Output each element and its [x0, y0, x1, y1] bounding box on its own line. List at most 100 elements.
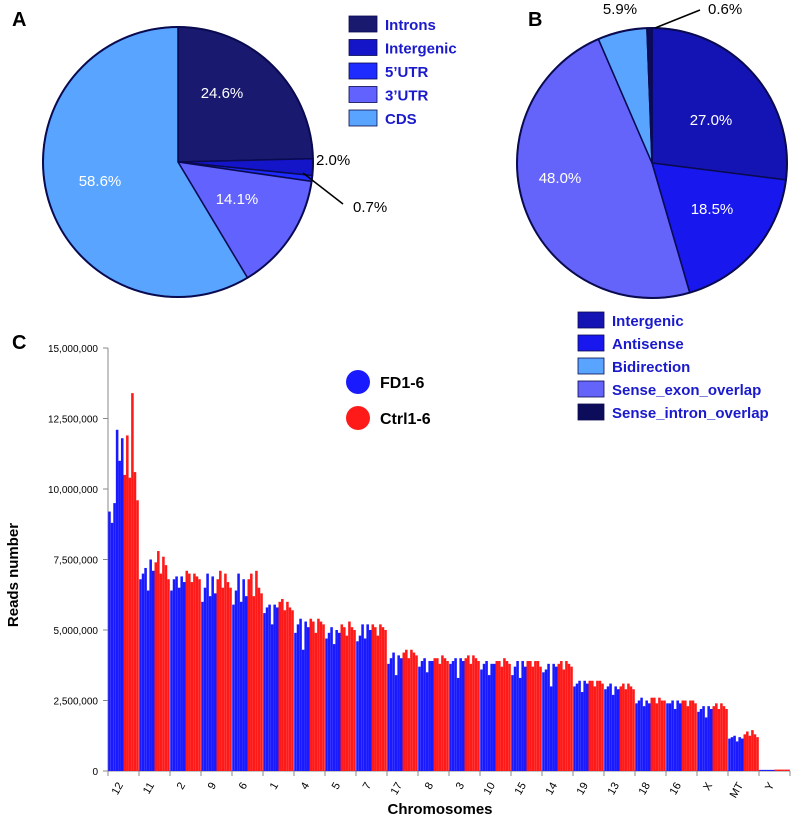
- bar-Ctrl1-6-12-2: [126, 435, 129, 771]
- bar-FD1-6-17-4: [394, 675, 398, 771]
- x-tick-label-16: 13: [606, 781, 623, 798]
- legend-b-label-4: Sense_intron_overlap: [612, 405, 769, 422]
- bar-FD1-6-14-1: [542, 672, 545, 771]
- legend-fd-label: FD1-6: [380, 375, 425, 392]
- bar-FD1-6-6-6: [244, 596, 248, 771]
- bar-FD1-6-Y-1: [759, 769, 762, 771]
- bar-Ctrl1-6-10-2: [498, 661, 501, 771]
- y-tick-label-1: 2,500,000: [54, 697, 99, 708]
- bar-Ctrl1-6-18-6: [663, 700, 666, 771]
- x-tick-label-18: 16: [668, 781, 685, 798]
- bar-FD1-6-Y-3: [764, 769, 767, 771]
- bar-FD1-6-8-4: [425, 672, 429, 771]
- bar-Ctrl1-6-3-6: [477, 661, 480, 771]
- bar-Ctrl1-6-15-3: [531, 666, 535, 771]
- pie-a-slice-0: [177, 26, 314, 163]
- x-tick-label-19: X: [701, 780, 715, 793]
- bar-Ctrl1-6-19-6: [601, 683, 604, 771]
- bar-FD1-6-12-2: [110, 522, 114, 771]
- bar-FD1-6-X-1: [697, 711, 700, 771]
- bar-Ctrl1-6-3-5: [474, 658, 478, 771]
- bar-Ctrl1-6-7-4: [379, 624, 382, 771]
- bar-Ctrl1-6-5-1: [340, 624, 344, 771]
- bar-Ctrl1-6-15-2: [529, 661, 532, 771]
- legend-ctrl-label: Ctrl1-6: [380, 411, 431, 428]
- bar-FD1-6-5-4: [332, 644, 336, 771]
- bar-FD1-6-19-1: [573, 686, 576, 771]
- legend-b: Intergenic Antisense Bidirection Sense_exon…: [577, 311, 769, 422]
- bar-FD1-6-X-4: [704, 717, 708, 771]
- x-tick-label-3: 9: [206, 781, 219, 792]
- bar-FD1-6-MT-2: [730, 737, 734, 771]
- bar-FD1-6-3-2: [451, 661, 455, 771]
- x-tick-label-14: 14: [544, 781, 561, 798]
- y-tick-label-5: 12,500,000: [48, 415, 98, 426]
- y-tick-label-3: 7,500,000: [54, 556, 99, 567]
- legend-a: Introns Intergenic 5’UTR 3’UTR CDS: [348, 15, 457, 128]
- bar-Ctrl1-6-Y-3: [779, 769, 783, 771]
- bar-Ctrl1-6-10-6: [508, 663, 511, 771]
- x-tick-label-4: 6: [237, 781, 250, 792]
- bar-Ctrl1-6-13-1: [619, 686, 623, 771]
- y-tick-label-4: 10,000,000: [48, 485, 98, 496]
- legend-ctrl-marker: [346, 406, 370, 430]
- bar-Ctrl1-6-X-2: [715, 703, 718, 771]
- bar-FD1-6-X-5: [707, 706, 710, 771]
- bar-Ctrl1-6-15-4: [534, 661, 537, 771]
- legend-b-swatch-4: [577, 403, 605, 421]
- x-tick-label-20: MT: [728, 780, 746, 800]
- bar-Ctrl1-6-11-3: [159, 573, 163, 771]
- bar-Ctrl1-6-10-4: [503, 658, 506, 771]
- bar-Ctrl1-6-18-3: [655, 703, 659, 771]
- bar-Ctrl1-6-15-6: [539, 666, 542, 771]
- bar-FD1-6-10-2: [482, 663, 486, 771]
- bar-Ctrl1-6-18-2: [653, 697, 656, 771]
- x-axis-title: Chromosomes: [387, 801, 492, 818]
- bar-Ctrl1-6-5-4: [348, 621, 351, 771]
- pie-a-label-2: 0.7%: [353, 199, 387, 216]
- bar-Ctrl1-6-Y-6: [787, 769, 790, 771]
- bar-Ctrl1-6-2-6: [198, 579, 201, 771]
- bar-FD1-6-17-3: [392, 652, 395, 771]
- bar-Ctrl1-6-2-5: [195, 576, 199, 771]
- bar-Ctrl1-6-11-6: [167, 579, 170, 771]
- x-tick-label-7: 5: [330, 781, 343, 792]
- bar-FD1-6-18-1: [635, 703, 638, 771]
- bar-FD1-6-18-4: [642, 706, 646, 771]
- bar-Ctrl1-6-7-2: [374, 627, 377, 771]
- pie-b-label-3: 5.9%: [603, 1, 637, 18]
- bar-Ctrl1-6-9-5: [226, 582, 230, 771]
- bar-FD1-6-8-5: [428, 661, 431, 771]
- pie-chart-b: 27.0% 18.5% 48.0% 5.9% 0.6%: [516, 1, 788, 299]
- bar-FD1-6-MT-1: [728, 738, 731, 771]
- bar-FD1-6-2-6: [182, 582, 186, 771]
- bar-Ctrl1-6-4-5: [319, 621, 323, 771]
- bar-FD1-6-15-1: [511, 675, 514, 771]
- bar-FD1-6-16-1: [666, 703, 669, 771]
- bar-FD1-6-9-6: [213, 593, 217, 771]
- bar-FD1-6-11-5: [149, 559, 152, 771]
- bar-Ctrl1-6-MT-5: [753, 734, 757, 771]
- bar-FD1-6-13-1: [604, 689, 607, 771]
- bar-FD1-6-7-2: [358, 635, 362, 771]
- bar-Ctrl1-6-9-3: [221, 587, 225, 771]
- bar-Ctrl1-6-17-4: [410, 649, 413, 771]
- bar-FD1-6-11-2: [141, 573, 145, 771]
- bar-Ctrl1-6-7-5: [381, 627, 385, 771]
- bar-Ctrl1-6-6-3: [252, 596, 256, 771]
- bar-FD1-6-2-2: [172, 579, 176, 771]
- bar-FD1-6-12-1: [108, 511, 111, 771]
- bar-Ctrl1-6-4-2: [312, 621, 315, 771]
- bar-FD1-6-10-1: [480, 669, 483, 771]
- x-tick-label-11: 3: [454, 781, 467, 792]
- bar-Ctrl1-6-3-1: [464, 658, 468, 771]
- bar-Ctrl1-6-2-4: [193, 573, 196, 771]
- bar-Ctrl1-6-7-3: [376, 635, 380, 771]
- bar-Ctrl1-6-6-1: [247, 579, 251, 771]
- pie-chart-a: 24.6% 2.0% 0.7% 14.1% 58.6%: [42, 26, 387, 298]
- bar-Ctrl1-6-9-4: [224, 573, 227, 771]
- bar-Ctrl1-6-MT-2: [746, 731, 749, 771]
- x-tick-label-9: 17: [389, 781, 406, 798]
- bar-Ctrl1-6-4-6: [322, 624, 325, 771]
